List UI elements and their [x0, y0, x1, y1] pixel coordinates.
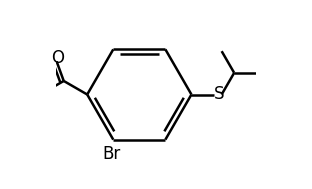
Text: O: O [51, 49, 64, 67]
Text: S: S [214, 85, 224, 103]
Text: Br: Br [102, 145, 120, 163]
